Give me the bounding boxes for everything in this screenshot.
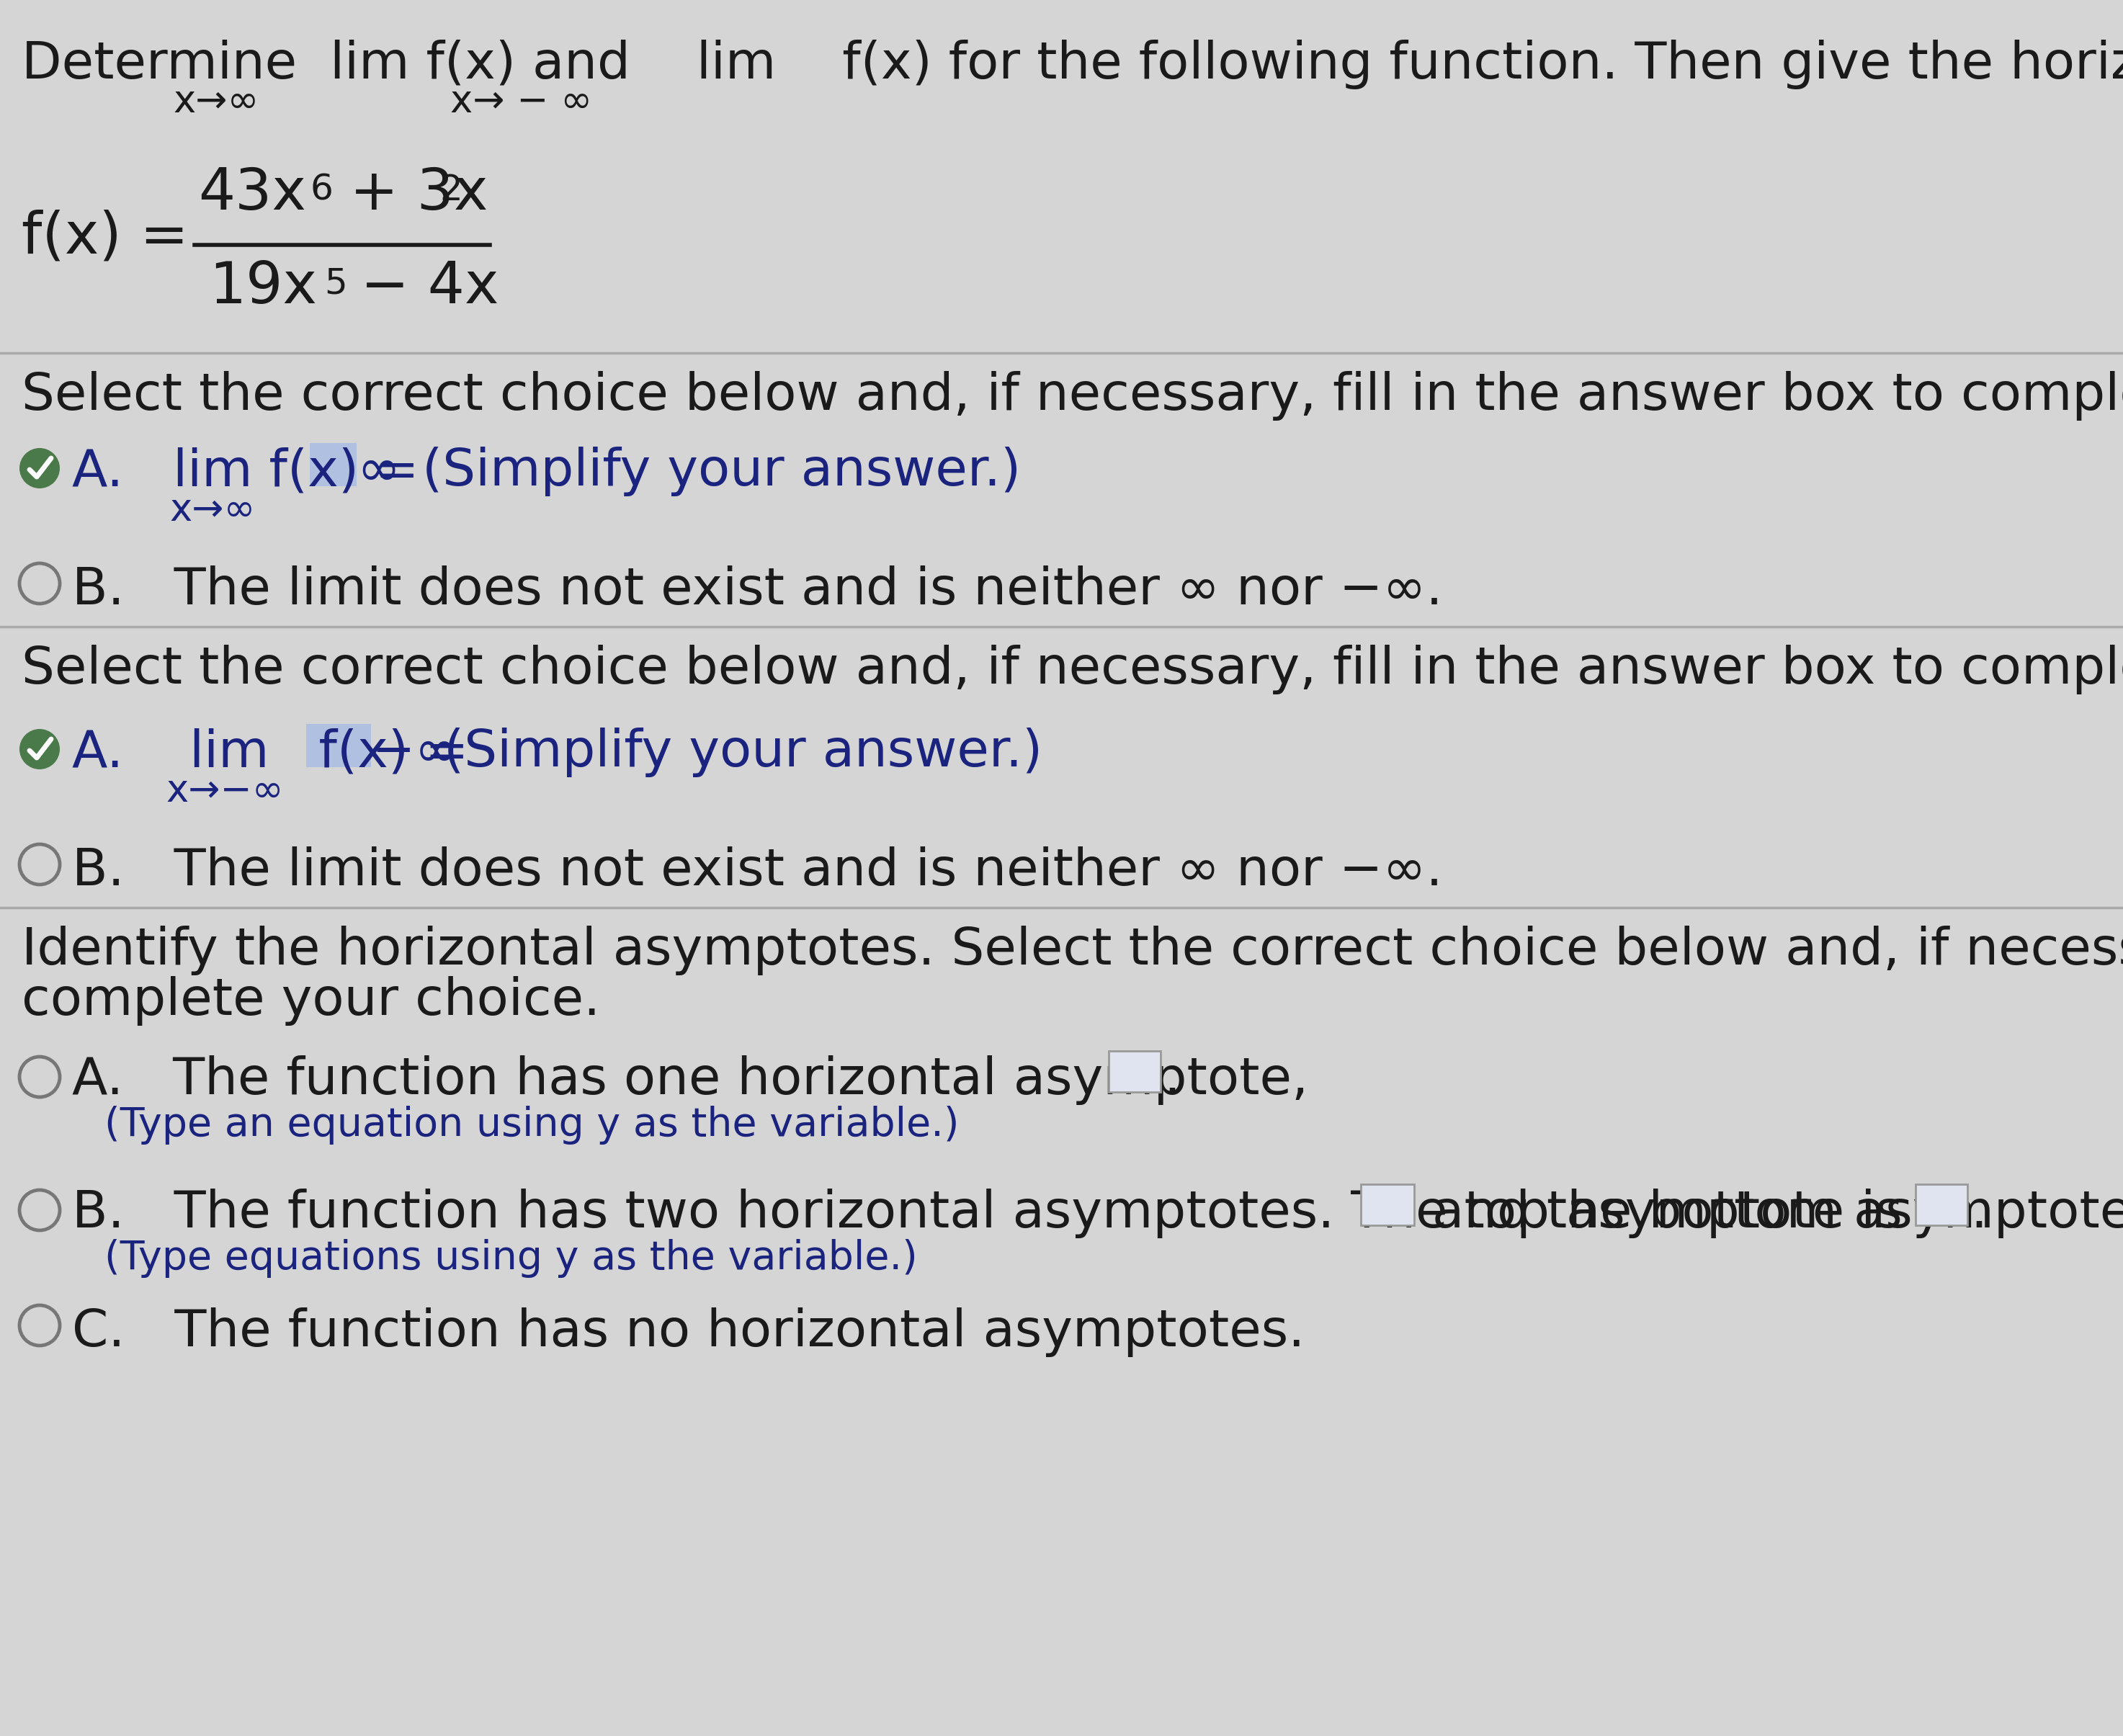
Text: A.   The function has one horizontal asymptote,: A. The function has one horizontal asymp… xyxy=(72,1055,1342,1106)
Text: f(x) =: f(x) = xyxy=(21,208,208,266)
FancyBboxPatch shape xyxy=(1361,1184,1414,1226)
Text: (Simplify your answer.): (Simplify your answer.) xyxy=(389,446,1021,496)
Text: 19x: 19x xyxy=(208,259,316,316)
Text: 2: 2 xyxy=(439,174,463,208)
Text: − 4x: − 4x xyxy=(342,259,499,316)
Text: 6: 6 xyxy=(310,174,333,208)
Text: 5: 5 xyxy=(325,267,346,300)
Text: ∞: ∞ xyxy=(357,446,399,496)
Text: x→∞: x→∞ xyxy=(170,491,255,529)
Circle shape xyxy=(19,448,59,488)
Text: Select the correct choice below and, if necessary, fill in the answer box to com: Select the correct choice below and, if … xyxy=(21,644,2123,694)
Text: A.    lim   f(x) =: A. lim f(x) = xyxy=(72,727,486,778)
Text: complete your choice.: complete your choice. xyxy=(21,976,601,1026)
Text: B.   The limit does not exist and is neither ∞ nor −∞.: B. The limit does not exist and is neith… xyxy=(72,847,1444,896)
Circle shape xyxy=(19,729,59,769)
FancyBboxPatch shape xyxy=(1108,1050,1161,1092)
FancyBboxPatch shape xyxy=(306,724,372,767)
Text: C.   The function has no horizontal asymptotes.: C. The function has no horizontal asympt… xyxy=(72,1307,1306,1358)
Text: A.   lim f(x) =: A. lim f(x) = xyxy=(72,446,435,496)
Text: Identify the horizontal asymptotes. Select the correct choice below and, if nece: Identify the horizontal asymptotes. Sele… xyxy=(21,925,2123,976)
Text: x→∞: x→∞ xyxy=(172,83,259,120)
Text: B.   The function has two horizontal asymptotes. The top asymptote is: B. The function has two horizontal asymp… xyxy=(72,1189,1936,1238)
FancyBboxPatch shape xyxy=(310,443,357,486)
Text: −∞: −∞ xyxy=(372,727,459,778)
Text: + 3x: + 3x xyxy=(331,165,488,222)
Text: Select the correct choice below and, if necessary, fill in the answer box to com: Select the correct choice below and, if … xyxy=(21,372,2123,420)
Text: (Simplify your answer.): (Simplify your answer.) xyxy=(410,727,1042,778)
Text: (Type an equation using y as the variable.): (Type an equation using y as the variabl… xyxy=(104,1106,960,1144)
FancyBboxPatch shape xyxy=(1915,1184,1968,1226)
Text: (Type equations using y as the variable.): (Type equations using y as the variable.… xyxy=(104,1240,917,1278)
Text: x→ − ∞: x→ − ∞ xyxy=(450,83,592,120)
Text: and the bottom asymptote is: and the bottom asymptote is xyxy=(1416,1189,2123,1238)
Text: .: . xyxy=(1970,1189,1987,1238)
Text: x→−∞: x→−∞ xyxy=(166,773,284,809)
Text: .: . xyxy=(1163,1055,1180,1106)
Text: 43x: 43x xyxy=(197,165,306,222)
Text: Determine  lim f(x) and    lim    f(x) for the following function. Then give the: Determine lim f(x) and lim f(x) for the … xyxy=(21,40,2123,89)
Text: B.   The limit does not exist and is neither ∞ nor −∞.: B. The limit does not exist and is neith… xyxy=(72,566,1444,615)
